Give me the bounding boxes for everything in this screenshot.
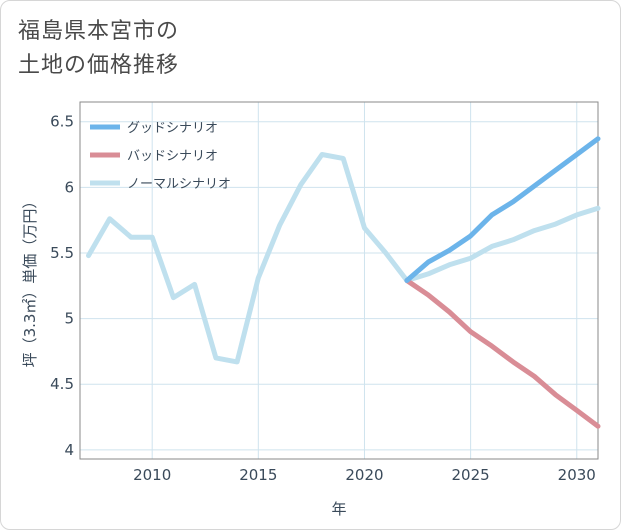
x-tick-label: 2015 xyxy=(239,466,277,484)
y-tick-label: 4.5 xyxy=(50,375,74,393)
plot-frame xyxy=(79,101,599,460)
x-axis-title: 年 xyxy=(331,500,346,518)
x-tick-label: 2025 xyxy=(452,466,490,484)
y-tick-label: 4 xyxy=(64,441,74,459)
x-tick-label: 2020 xyxy=(345,466,383,484)
x-tick-label: 2010 xyxy=(133,466,171,484)
series-line-2 xyxy=(86,152,601,365)
y-tick-label: 5.5 xyxy=(50,244,74,262)
y-axis-title: 坪（3.3㎡）単価（万円） xyxy=(21,194,39,368)
legend-label: バッドシナリオ xyxy=(127,149,218,164)
legend-label: ノーマルシナリオ xyxy=(127,177,231,192)
y-tick-label: 5 xyxy=(64,310,74,328)
chart-title: 福島県本宮市の 土地の価格推移 xyxy=(18,19,180,78)
series-line-0 xyxy=(404,136,601,283)
y-tick-label: 6 xyxy=(64,178,74,196)
x-tick-label: 2030 xyxy=(558,466,596,484)
legend-label: グッドシナリオ xyxy=(127,121,218,136)
series-line-1 xyxy=(404,278,601,429)
y-tick-label: 6.5 xyxy=(50,113,74,131)
